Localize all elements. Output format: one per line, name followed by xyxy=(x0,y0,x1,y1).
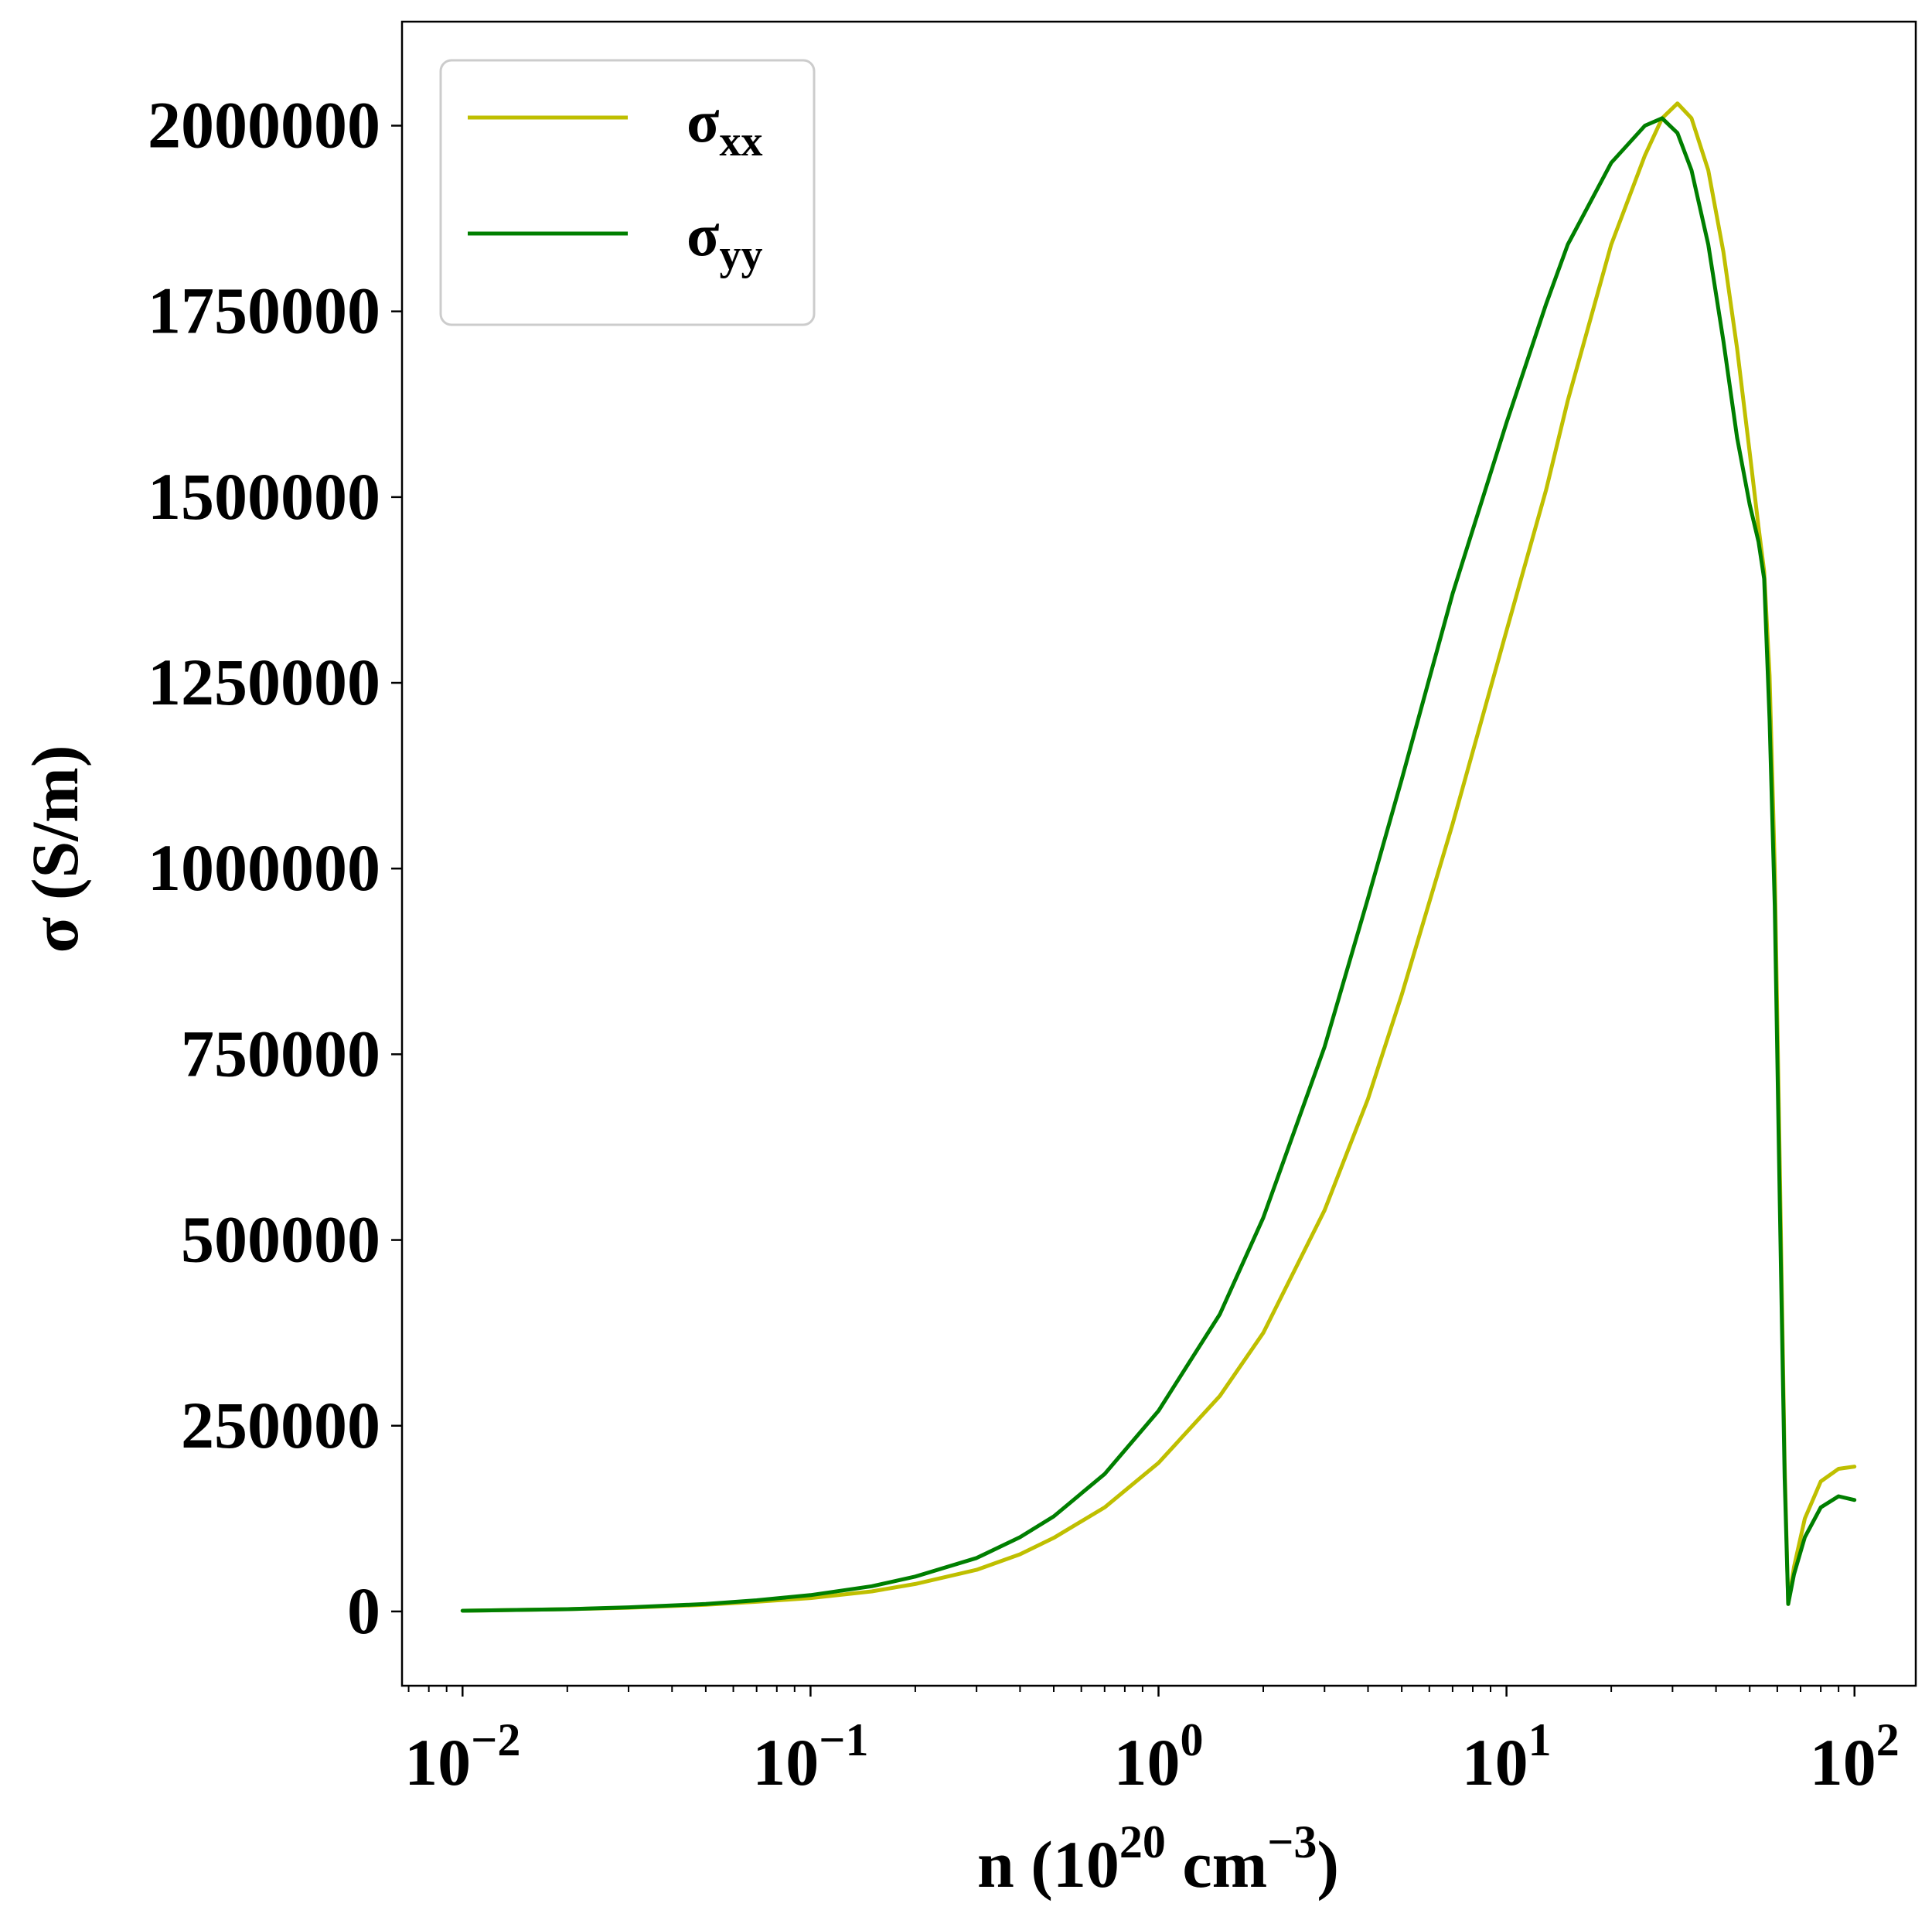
series-layer xyxy=(460,101,1857,1613)
y-tick-label: 750000 xyxy=(181,1016,380,1090)
legend-label-sigma-yy-main: σ xyxy=(687,201,719,268)
x-axis-label-exponent-2: −3 xyxy=(1267,1816,1317,1867)
y-tick-label: 2000000 xyxy=(148,88,380,162)
legend-box xyxy=(439,59,816,326)
x-tick-label-base: 10 xyxy=(1462,1725,1528,1799)
y-axis-label: σ (S/m) xyxy=(18,745,92,953)
y-tick-label: 1250000 xyxy=(148,645,380,719)
y-tick-label: 250000 xyxy=(181,1388,380,1462)
legend-label-sigma-yy: σyy xyxy=(687,201,762,279)
x-tick-label: 101 xyxy=(1462,1714,1552,1799)
series-line-sigma-yy xyxy=(460,116,1857,1613)
x-axis-label-end: ) xyxy=(1317,1827,1339,1901)
x-tick-label: 10−1 xyxy=(752,1714,868,1799)
x-tick-label-base: 10 xyxy=(1114,1725,1181,1799)
x-axis-label-exponent-1: 20 xyxy=(1119,1816,1166,1867)
x-tick-label-exponent: 0 xyxy=(1181,1714,1204,1765)
x-tick-label-base: 10 xyxy=(404,1725,471,1799)
x-axis-label: n (1020 cm−3) xyxy=(977,1816,1339,1901)
y-tick-label: 0 xyxy=(347,1574,380,1648)
y-tick-label: 1000000 xyxy=(148,830,380,905)
legend: σxx σyy xyxy=(439,59,816,326)
x-tick-label: 102 xyxy=(1810,1714,1900,1799)
legend-label-sigma-xx-main: σ xyxy=(687,87,719,155)
x-tick-label-exponent: −1 xyxy=(819,1714,868,1765)
legend-label-sigma-yy-subscript: yy xyxy=(719,231,762,279)
y-tick-label: 1750000 xyxy=(148,274,380,348)
legend-label-sigma-xx: σxx xyxy=(687,87,762,165)
x-tick-label-base: 10 xyxy=(752,1725,819,1799)
x-tick-label: 10−2 xyxy=(404,1714,520,1799)
x-axis-label-base: n (10 xyxy=(977,1827,1119,1901)
ticks-layer xyxy=(391,124,1855,1697)
x-tick-labels: 10−2 10−1 100 101 102 xyxy=(404,1714,1900,1799)
y-tick-labels: 0 250000 500000 750000 1000000 1250000 1500000… xyxy=(148,88,380,1648)
x-tick-label-exponent: 2 xyxy=(1876,1714,1900,1765)
y-tick-label: 500000 xyxy=(181,1202,380,1277)
legend-label-sigma-xx-subscript: xx xyxy=(719,118,762,165)
x-axis-label-unit: cm xyxy=(1166,1827,1267,1901)
x-tick-label-exponent: −2 xyxy=(471,1714,520,1765)
x-tick-label-base: 10 xyxy=(1810,1725,1876,1799)
x-tick-label: 100 xyxy=(1114,1714,1204,1799)
y-tick-label: 1500000 xyxy=(148,459,380,534)
x-tick-label-exponent: 1 xyxy=(1528,1714,1552,1765)
